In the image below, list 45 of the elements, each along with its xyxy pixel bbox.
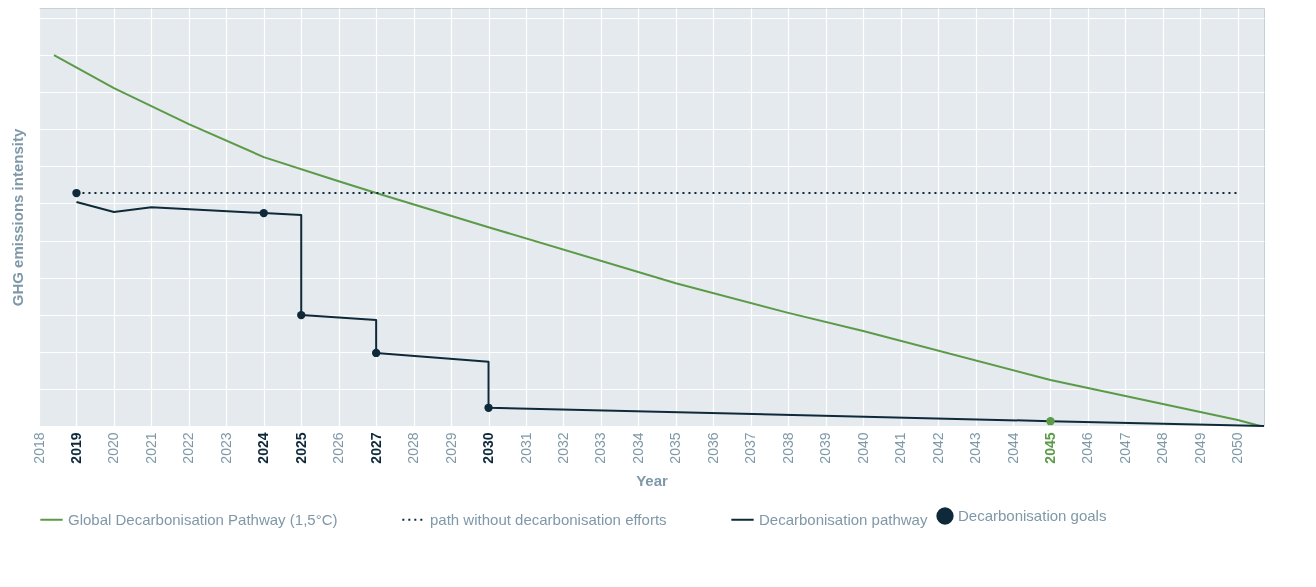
x-tick-label: 2033 [592,432,609,464]
point [72,188,81,198]
x-tick-label: 2040 [854,432,871,464]
x-tick-label: 2019 [67,432,84,464]
x-tick-label: 2041 [892,432,909,464]
x-tick-label: 2028 [405,432,422,464]
point [297,310,306,320]
legend-label: path without decarbonisation efforts [430,510,667,528]
x-tick-label: 2049 [1191,432,1208,464]
x-tick-label: 2022 [180,432,197,464]
x-tick-label: 2027 [367,432,384,464]
x-tick-label: 2025 [292,432,309,464]
x-tick-label: 2044 [1004,432,1021,464]
y-axis-title: GHG emissions intensity [8,128,26,307]
x-tick-label: 2026 [330,432,347,464]
x-tick-label: 2038 [779,432,796,464]
x-tick-label: 2021 [142,432,159,464]
point [1046,417,1055,426]
legend-label: Decarbonisation goals [958,507,1107,524]
x-tick-label: 2018 [30,432,47,464]
x-tick-label: 2043 [967,432,984,464]
point [259,208,268,218]
x-tick-label: 2035 [667,432,684,464]
legend-label: Decarbonisation pathway [759,510,928,528]
x-tick-label: 2037 [742,432,759,464]
x-tick-label: 2047 [1116,432,1133,464]
point [371,348,381,358]
x-axis-title: Year [636,471,669,489]
x-tick-label: 2042 [929,432,946,464]
x-tick-label: 2045 [1041,432,1058,464]
x-tick-label: 2050 [1229,432,1246,464]
x-tick-label: 2032 [554,432,571,464]
x-tick-label: 2048 [1154,432,1171,464]
x-tick-label: 2030 [480,432,497,464]
point [484,403,493,412]
x-tick-label: 2039 [817,432,834,464]
x-tick-label: 2024 [255,432,272,464]
x-tick-label: 2029 [442,432,459,464]
x-tick-label: 2034 [629,432,646,464]
x-tick-label: 2036 [704,432,721,464]
x-tick-label: 2031 [517,432,534,464]
legend-label: Global Decarbonisation Pathway (1,5°C) [68,510,338,528]
x-tick-label: 2023 [217,432,234,464]
x-tick-label: 2020 [105,432,122,464]
x-tick-label: 2046 [1079,432,1096,464]
